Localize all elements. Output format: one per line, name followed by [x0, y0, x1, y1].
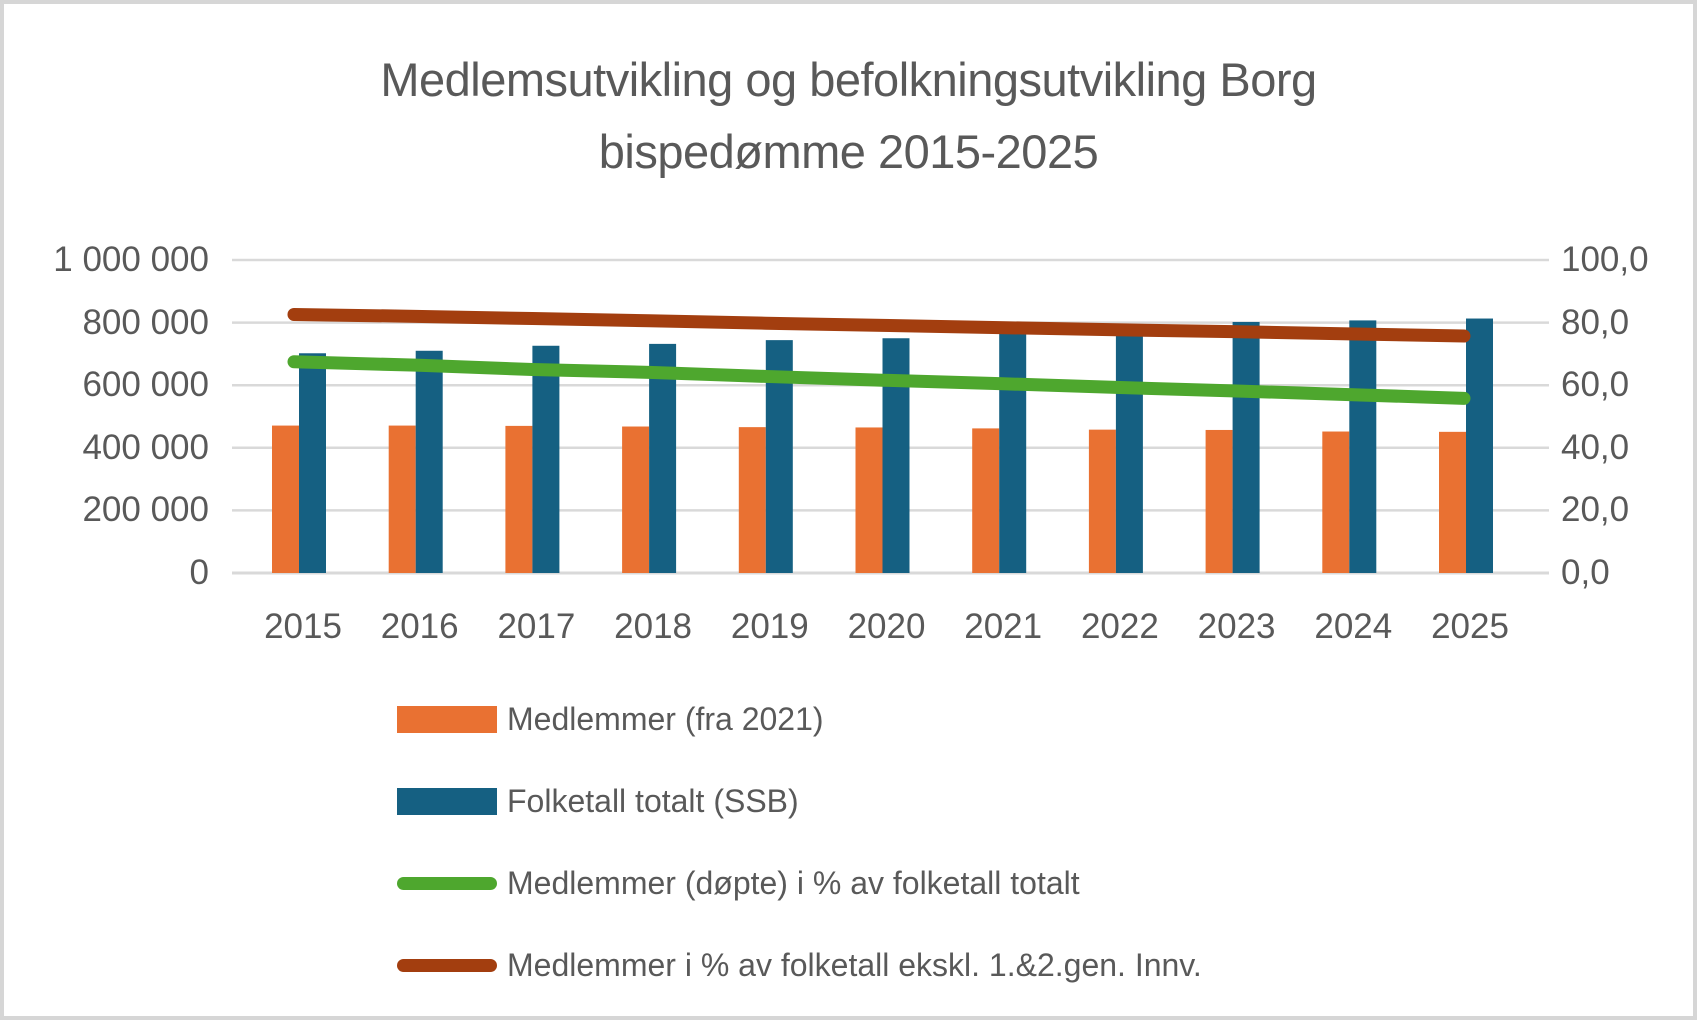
bar-medlemmer-2015 [272, 425, 299, 573]
x-axis-label-2024: 2024 [1314, 607, 1393, 646]
bar-folketall-2016 [415, 350, 443, 573]
left-axis-tick: 600 000 [82, 365, 209, 405]
legend-label-prosent-totalt: Medlemmer (døpte) i % av folketall total… [507, 864, 1080, 901]
left-axis-tick: 800 000 [82, 302, 209, 342]
bar-medlemmer-2022 [1088, 429, 1116, 573]
bar-medlemmer-2024 [1322, 431, 1350, 573]
x-axis-label-2016: 2016 [380, 607, 459, 646]
bar-medlemmer-2017 [505, 425, 533, 573]
legend-item-medlemmer: Medlemmer (fra 2021) [397, 701, 824, 737]
legend-swatch-prosent-ekskl [397, 958, 497, 972]
x-axis-label-2019: 2019 [730, 607, 809, 646]
chart-title: Medlemsutvikling og befolkningsutvikling… [4, 44, 1693, 188]
line-prosent-ekskl [287, 307, 1471, 343]
left-axis-tick: 0 [189, 553, 209, 592]
right-axis-tick: 40,0 [1561, 427, 1630, 467]
bar-folketall-2017 [532, 345, 560, 573]
bar-folketall-2022 [1115, 331, 1143, 573]
right-axis-tick: 80,0 [1561, 302, 1630, 342]
legend-swatch-prosent-totalt [397, 876, 497, 890]
x-axis-label-2025: 2025 [1431, 607, 1509, 646]
chart-title-line2: bispedømme 2015-2025 [598, 125, 1099, 178]
right-axis-tick: 60,0 [1561, 365, 1630, 405]
legend-label-prosent-ekskl: Medlemmer i % av folketall ekskl. 1.&2.g… [507, 946, 1202, 983]
left-axis-tick: 1 000 000 [53, 240, 209, 279]
legend-swatch-medlemmer [397, 705, 497, 733]
x-axis-label-2023: 2023 [1197, 607, 1276, 646]
x-axis-label-2015: 2015 [264, 607, 342, 646]
legend-item-folketall: Folketall totalt (SSB) [397, 783, 799, 819]
bar-folketall-2018 [649, 343, 677, 573]
bar-folketall-2015 [299, 353, 326, 573]
x-axis-label-2018: 2018 [614, 607, 693, 646]
bar-folketall-2024 [1349, 320, 1377, 573]
bar-medlemmer-2019 [738, 427, 766, 573]
x-axis-label-2022: 2022 [1080, 607, 1159, 646]
bar-medlemmer-2018 [622, 426, 650, 573]
bar-folketall-2023 [1232, 321, 1260, 573]
bar-medlemmer-2021 [972, 428, 1000, 573]
right-axis-tick: 20,0 [1561, 490, 1630, 530]
x-axis-label-2021: 2021 [964, 607, 1043, 646]
chart-title-line1: Medlemsutvikling og befolkningsutvikling… [380, 53, 1317, 106]
bar-medlemmer-2025 [1439, 431, 1466, 573]
legend-label-folketall: Folketall totalt (SSB) [507, 782, 799, 819]
legend-label-medlemmer: Medlemmer (fra 2021) [507, 700, 824, 737]
legend-swatch-folketall [397, 787, 497, 815]
left-axis-tick: 200 000 [82, 490, 209, 530]
legend-item-prosent-ekskl: Medlemmer i % av folketall ekskl. 1.&2.g… [397, 947, 1202, 983]
bar-medlemmer-2023 [1205, 429, 1233, 573]
line-prosent-totalt [287, 355, 1471, 405]
bar-medlemmer-2016 [388, 425, 416, 573]
right-axis-tick: 0,0 [1561, 553, 1610, 592]
x-axis-label-2020: 2020 [847, 607, 926, 646]
legend-item-prosent-totalt: Medlemmer (døpte) i % av folketall total… [397, 865, 1080, 901]
bar-folketall-2025 [1466, 318, 1493, 573]
bar-folketall-2020 [882, 338, 910, 573]
left-axis-tick: 400 000 [82, 427, 209, 467]
x-axis-label-2017: 2017 [497, 607, 576, 646]
bar-medlemmer-2020 [855, 427, 883, 573]
plot-area [232, 258, 1549, 575]
right-axis-tick: 100,0 [1561, 240, 1649, 279]
bar-folketall-2021 [999, 333, 1027, 573]
